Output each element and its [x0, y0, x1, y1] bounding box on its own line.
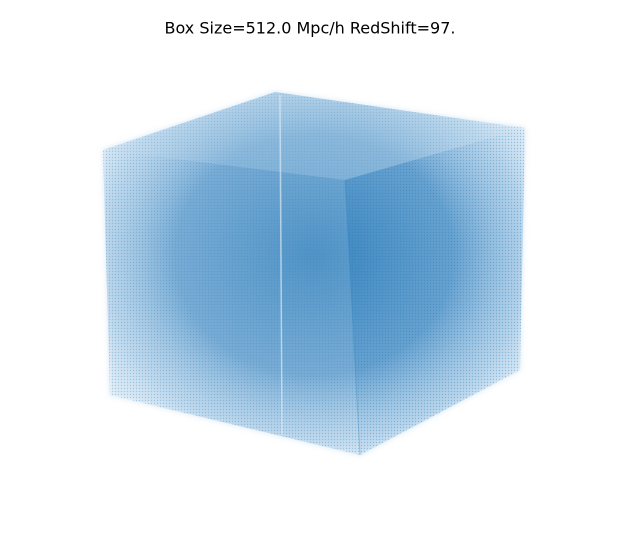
left-face-shade: [103, 150, 360, 455]
top-face: [103, 92, 525, 180]
particle-texture: [103, 92, 525, 455]
chart-title: Box Size=512.0 Mpc/h RedShift=97.: [165, 19, 456, 38]
plot-area: [103, 92, 525, 456]
cube-edge: [279, 94, 283, 436]
cube-edge: [344, 179, 361, 456]
